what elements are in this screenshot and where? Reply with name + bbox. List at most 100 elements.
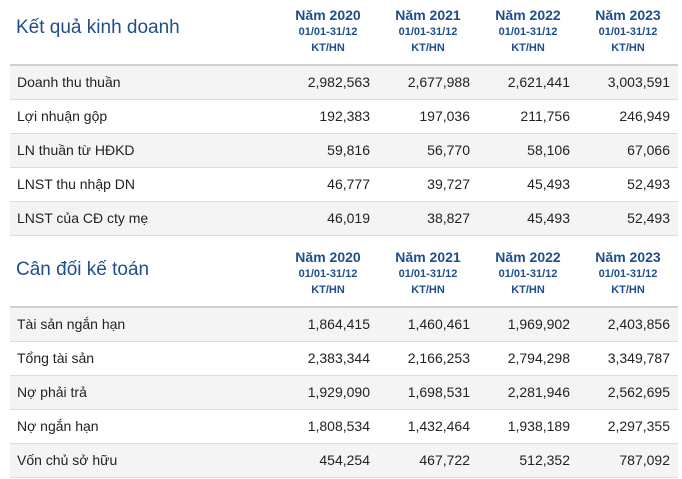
row-label[interactable]: LNST của CĐ cty mẹ <box>17 210 149 226</box>
column-unit: KT/HN <box>611 284 645 296</box>
cell-value: 67,066 <box>627 142 670 158</box>
column-period: 01/01-31/12 <box>298 26 358 38</box>
column-header-4[interactable]: Năm 2023 01/01-31/12 KT/HN <box>578 6 678 56</box>
table-row: LN thuần từ HĐKD 59,816 56,770 58,106 67… <box>10 134 678 168</box>
table-row: Doanh thu thuần 2,982,563 2,677,988 2,62… <box>10 64 678 100</box>
cell-value: 45,493 <box>527 176 570 192</box>
cell-value: 46,777 <box>327 176 370 192</box>
column-year: Năm 2023 <box>595 249 661 265</box>
column-unit: KT/HN <box>311 42 345 54</box>
balance-sheet-table: Tài sản ngắn hạn 1,864,415 1,460,461 1,9… <box>10 306 678 478</box>
table-row: Tài sản ngắn hạn 1,864,415 1,460,461 1,9… <box>10 306 678 342</box>
cell-value: 454,254 <box>319 452 370 468</box>
cell-value: 1,460,461 <box>407 316 470 332</box>
row-label[interactable]: LN thuần từ HĐKD <box>17 142 135 158</box>
row-label[interactable]: LNST thu nhập DN <box>17 176 136 192</box>
column-header-1[interactable]: Năm 2020 01/01-31/12 KT/HN <box>278 6 378 56</box>
income-statement-header: Kết quả kinh doanh Năm 2020 01/01-31/12 … <box>0 0 682 64</box>
column-header-2[interactable]: Năm 2021 01/01-31/12 KT/HN <box>378 248 478 298</box>
cell-value: 2,677,988 <box>407 74 470 90</box>
column-unit: KT/HN <box>511 42 545 54</box>
column-period: 01/01-31/12 <box>398 26 458 38</box>
table-row: LNST của CĐ cty mẹ 46,019 38,827 45,493 … <box>10 202 678 236</box>
cell-value: 2,297,355 <box>607 418 670 434</box>
balance-sheet-section: Cân đối kế toán Năm 2020 01/01-31/12 KT/… <box>0 242 682 478</box>
table-row: Lợi nhuận gộp 192,383 197,036 211,756 24… <box>10 100 678 134</box>
row-label[interactable]: Tài sản ngắn hạn <box>17 316 126 332</box>
column-period: 01/01-31/12 <box>498 26 558 38</box>
table-row: Nợ ngắn hạn 1,808,534 1,432,464 1,938,18… <box>10 410 678 444</box>
income-statement-table: Doanh thu thuần 2,982,563 2,677,988 2,62… <box>10 64 678 236</box>
column-header-3[interactable]: Năm 2022 01/01-31/12 KT/HN <box>478 6 578 56</box>
cell-value: 1,432,464 <box>407 418 470 434</box>
row-label[interactable]: Tổng tài sản <box>17 350 95 366</box>
row-label[interactable]: Nợ ngắn hạn <box>17 418 99 434</box>
column-year: Năm 2022 <box>495 249 561 265</box>
cell-value: 3,349,787 <box>607 350 670 366</box>
row-label[interactable]: Doanh thu thuần <box>17 74 121 90</box>
column-unit: KT/HN <box>411 42 445 54</box>
cell-value: 2,383,344 <box>307 350 370 366</box>
column-year: Năm 2020 <box>295 249 361 265</box>
cell-value: 58,106 <box>527 142 570 158</box>
column-header-4[interactable]: Năm 2023 01/01-31/12 KT/HN <box>578 248 678 298</box>
row-label[interactable]: Nợ phải trả <box>17 384 87 400</box>
cell-value: 2,982,563 <box>307 74 370 90</box>
table-row: Tổng tài sản 2,383,344 2,166,253 2,794,2… <box>10 342 678 376</box>
cell-value: 38,827 <box>427 210 470 226</box>
cell-value: 3,003,591 <box>607 74 670 90</box>
cell-value: 52,493 <box>627 176 670 192</box>
cell-value: 787,092 <box>619 452 670 468</box>
row-label[interactable]: Lợi nhuận gộp <box>17 108 108 124</box>
column-unit: KT/HN <box>511 284 545 296</box>
column-header-3[interactable]: Năm 2022 01/01-31/12 KT/HN <box>478 248 578 298</box>
income-statement-section: Kết quả kinh doanh Năm 2020 01/01-31/12 … <box>0 0 682 236</box>
column-year: Năm 2023 <box>595 7 661 23</box>
cell-value: 2,562,695 <box>607 384 670 400</box>
section-title: Cân đối kế toán <box>16 259 150 280</box>
cell-value: 1,969,902 <box>507 316 570 332</box>
cell-value: 1,938,189 <box>507 418 570 434</box>
cell-value: 46,019 <box>327 210 370 226</box>
cell-value: 1,864,415 <box>307 316 370 332</box>
cell-value: 39,727 <box>427 176 470 192</box>
cell-value: 512,352 <box>519 452 570 468</box>
cell-value: 2,794,298 <box>507 350 570 366</box>
column-unit: KT/HN <box>411 284 445 296</box>
table-row: LNST thu nhập DN 46,777 39,727 45,493 52… <box>10 168 678 202</box>
column-period: 01/01-31/12 <box>398 268 458 280</box>
column-unit: KT/HN <box>311 284 345 296</box>
table-row: Nợ phải trả 1,929,090 1,698,531 2,281,94… <box>10 376 678 410</box>
column-header-1[interactable]: Năm 2020 01/01-31/12 KT/HN <box>278 248 378 298</box>
cell-value: 246,949 <box>619 108 670 124</box>
cell-value: 467,722 <box>419 452 470 468</box>
column-year: Năm 2021 <box>395 249 461 265</box>
cell-value: 2,281,946 <box>507 384 570 400</box>
cell-value: 197,036 <box>419 108 470 124</box>
cell-value: 1,698,531 <box>407 384 470 400</box>
column-year: Năm 2020 <box>295 7 361 23</box>
column-period: 01/01-31/12 <box>298 268 358 280</box>
column-header-2[interactable]: Năm 2021 01/01-31/12 KT/HN <box>378 6 478 56</box>
balance-sheet-header: Cân đối kế toán Năm 2020 01/01-31/12 KT/… <box>0 242 682 306</box>
table-row: Vốn chủ sở hữu 454,254 467,722 512,352 7… <box>10 444 678 478</box>
cell-value: 2,621,441 <box>507 74 570 90</box>
cell-value: 2,403,856 <box>607 316 670 332</box>
column-year: Năm 2022 <box>495 7 561 23</box>
cell-value: 56,770 <box>427 142 470 158</box>
column-period: 01/01-31/12 <box>598 268 658 280</box>
column-year: Năm 2021 <box>395 7 461 23</box>
cell-value: 59,816 <box>327 142 370 158</box>
row-label[interactable]: Vốn chủ sở hữu <box>17 452 118 468</box>
cell-value: 45,493 <box>527 210 570 226</box>
cell-value: 211,756 <box>520 108 570 124</box>
cell-value: 2,166,253 <box>407 350 470 366</box>
column-period: 01/01-31/12 <box>598 26 658 38</box>
cell-value: 1,808,534 <box>307 418 370 434</box>
cell-value: 192,383 <box>319 108 370 124</box>
column-period: 01/01-31/12 <box>498 268 558 280</box>
section-title: Kết quả kinh doanh <box>16 17 180 38</box>
cell-value: 1,929,090 <box>307 384 370 400</box>
column-unit: KT/HN <box>611 42 645 54</box>
cell-value: 52,493 <box>627 210 670 226</box>
